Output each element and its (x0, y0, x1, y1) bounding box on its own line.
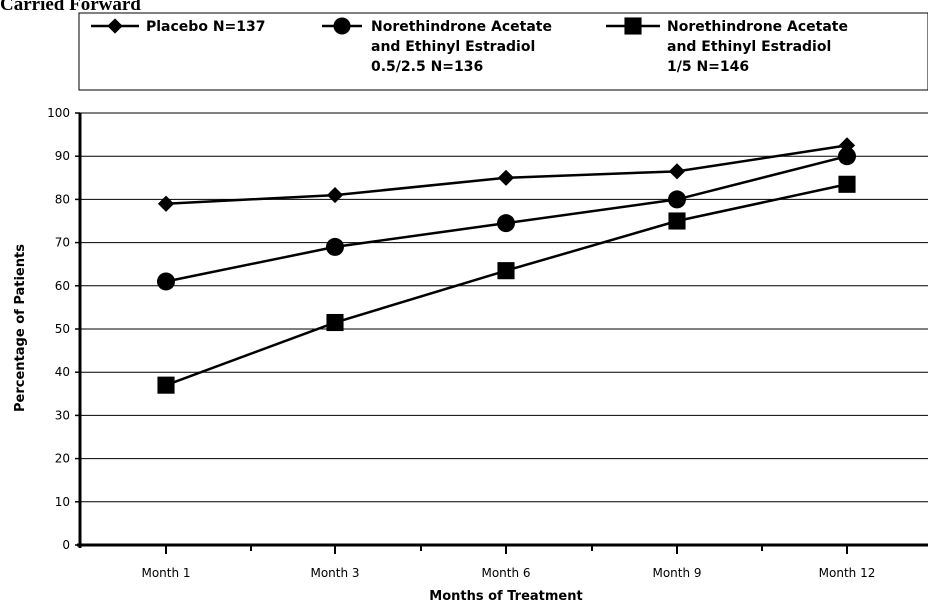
x-tick-label: Month 3 (310, 566, 359, 580)
series-square (157, 175, 856, 394)
data-point-square (668, 212, 686, 230)
legend-marker-square (624, 17, 642, 35)
y-tick-label: 100 (47, 106, 70, 120)
data-point-circle (497, 214, 515, 233)
data-point-diamond (668, 163, 686, 180)
x-axis-label: Months of Treatment (429, 589, 582, 604)
legend: Placebo N=137 Norethindrone Acetate and Et… (91, 17, 848, 75)
legend-box (78, 12, 928, 91)
y-tick-label: 20 (55, 452, 70, 466)
y-tick-label: 30 (55, 408, 70, 422)
gridlines (80, 112, 928, 503)
y-tick-label: 60 (55, 279, 70, 293)
data-point-diamond (157, 195, 175, 212)
y-tick-label: 90 (55, 149, 70, 163)
legend-label: Norethindrone Acetate (667, 19, 848, 35)
y-tick-label: 50 (55, 322, 70, 336)
series-group (157, 137, 856, 394)
y-tick-label: 80 (55, 192, 70, 206)
legend-marker-diamond (107, 18, 123, 34)
legend-label: Placebo N=137 (146, 19, 266, 35)
legend-label: and Ethinyl Estradiol (371, 39, 535, 55)
legend-label: and Ethinyl Estradiol (667, 39, 831, 55)
data-point-circle (668, 190, 686, 209)
data-point-square (497, 262, 515, 280)
legend-entry-circle: Norethindrone Acetate and Ethinyl Estradi… (322, 17, 552, 75)
data-point-square (838, 175, 856, 193)
data-point-circle (326, 237, 344, 256)
legend-marker-circle (333, 17, 351, 35)
y-tick-label: 40 (55, 365, 70, 379)
legend-entry-diamond: Placebo N=137 (91, 18, 266, 35)
x-tick-label: Month 9 (652, 566, 701, 580)
legend-entry-square: Norethindrone Acetate and Ethinyl Estradi… (606, 17, 848, 75)
axes: 0 10 20 30 40 50 60 70 80 90 100 Month 1 Month 3 Mont… (47, 106, 928, 580)
legend-label: 0.5/2.5 N=136 (371, 59, 483, 75)
data-point-circle (838, 147, 856, 166)
data-point-diamond (497, 169, 515, 186)
x-tick-label: Month 12 (819, 566, 876, 580)
y-tick-label: 10 (55, 495, 70, 509)
data-point-diamond (326, 186, 344, 204)
y-tick-label: 0 (62, 538, 70, 552)
chart-caption: Carried Forward (0, 0, 141, 15)
y-tick-label: 70 (55, 236, 70, 250)
x-tick-label: Month 1 (141, 566, 190, 580)
data-point-square (157, 376, 175, 394)
series-circle (157, 147, 856, 291)
data-point-square (326, 313, 344, 332)
y-axis-label: Percentage of Patients (13, 244, 28, 412)
legend-label: 1/5 N=146 (667, 59, 749, 75)
data-point-circle (157, 272, 175, 291)
legend-label: Norethindrone Acetate (371, 19, 552, 35)
x-tick-label: Month 6 (481, 566, 530, 580)
series-diamond (157, 137, 856, 212)
